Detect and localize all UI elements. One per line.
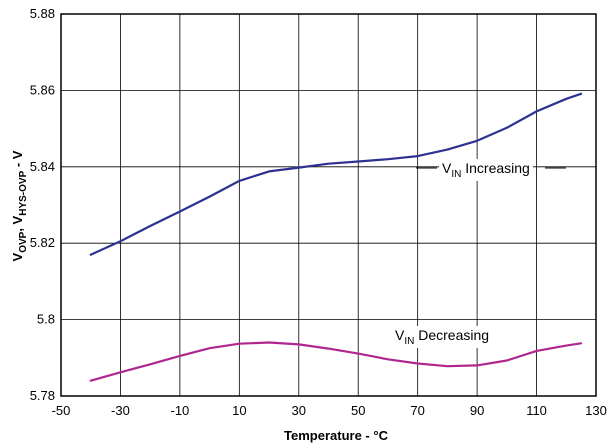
- y-tick-label: 5.82: [30, 235, 55, 250]
- y-tick-label: 5.84: [30, 159, 55, 174]
- series-label-decreasing-text: Decreasing: [414, 327, 489, 343]
- series-label-increasing-sub: IN: [451, 169, 461, 180]
- y-axis-title-v1: V: [10, 252, 25, 261]
- x-tick-label: -50: [52, 403, 71, 418]
- series-label-background: [439, 159, 533, 181]
- chart-grid: [61, 14, 596, 396]
- y-axis-title: VOVP, VHYS-OVP - V: [10, 150, 29, 261]
- series-label-background: [392, 326, 493, 348]
- series-labels: VIN Increasing VIN Decreasing: [392, 159, 566, 348]
- y-tick-label: 5.86: [30, 82, 55, 97]
- series-label-decreasing-sub: IN: [404, 336, 414, 347]
- x-axis-title: Temperature - °C: [284, 428, 389, 443]
- x-tick-label: -10: [170, 403, 189, 418]
- plot-frame: [60, 13, 597, 397]
- chart-ticks: -50 -30 -10 10 30 50 70 90 110 130 5.78 5.8 5.82 5.84…: [30, 6, 607, 418]
- y-tick-label: 5.88: [30, 6, 55, 21]
- x-tick-label: 90: [470, 403, 484, 418]
- y-tick-label: 5.78: [30, 388, 55, 403]
- series-label-increasing-v: V: [442, 160, 452, 176]
- y-tick-label: 5.8: [37, 312, 55, 327]
- x-tick-label: 10: [232, 403, 246, 418]
- y-axis-title-sub1: OVP: [18, 231, 29, 252]
- x-tick-label: -30: [111, 403, 130, 418]
- y-axis-title-unit: - V: [10, 150, 25, 171]
- x-tick-label: 70: [410, 403, 424, 418]
- x-tick-label: 50: [351, 403, 365, 418]
- series-line-1: [89, 341, 583, 382]
- y-axis-title-v2: , V: [10, 215, 25, 231]
- x-tick-label: 30: [292, 403, 306, 418]
- x-tick-label: 110: [526, 403, 547, 418]
- x-tick-label: 130: [585, 403, 607, 418]
- y-axis-title-sub2: HYS-OVP: [18, 170, 29, 215]
- series-line-0: [89, 92, 583, 256]
- series-label-increasing-text: Increasing: [461, 160, 529, 176]
- chart-series: [89, 92, 583, 382]
- series-label-increasing: VIN Increasing: [442, 160, 530, 180]
- series-label-decreasing-v: V: [395, 327, 405, 343]
- series-label-decreasing: VIN Decreasing: [395, 327, 489, 347]
